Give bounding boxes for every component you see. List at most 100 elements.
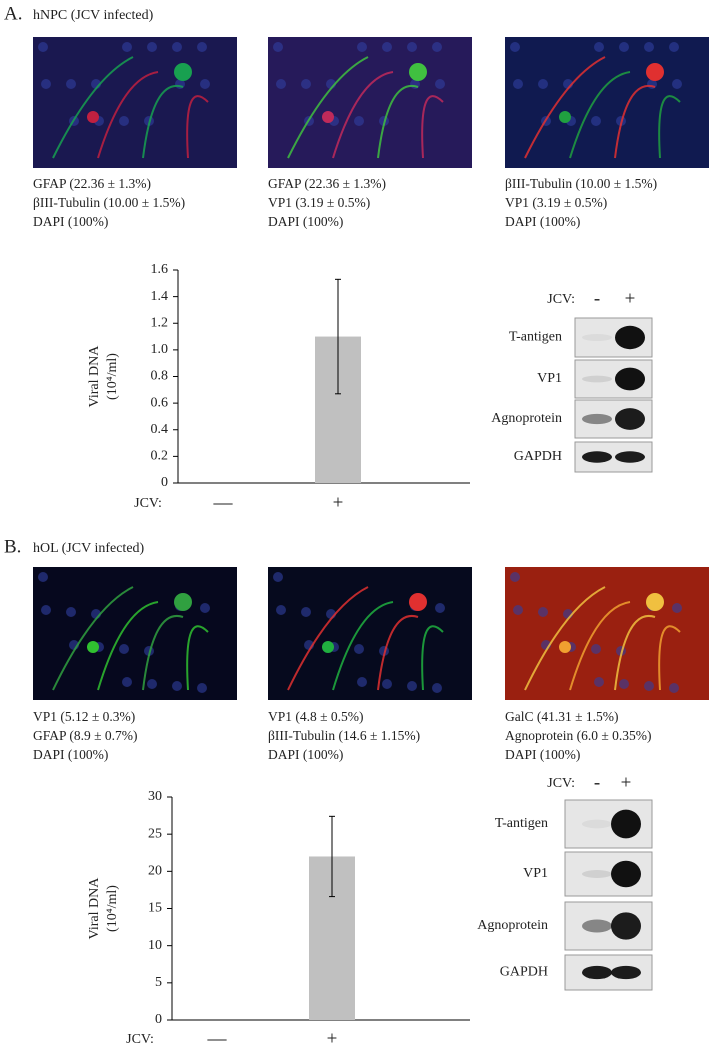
cell-nucleus <box>41 605 51 615</box>
blot-header: JCV: <box>547 776 575 791</box>
cell-nucleus <box>669 683 679 693</box>
caption: GFAP (8.9 ± 0.7%) <box>33 728 138 743</box>
stained-cell <box>322 641 334 653</box>
cell-process <box>52 586 134 691</box>
cell-process <box>614 84 656 159</box>
cell-process <box>524 56 606 159</box>
micrograph <box>505 567 709 700</box>
cell-process <box>97 601 159 691</box>
caption: DAPI (100%) <box>268 747 343 762</box>
lane-label: - <box>594 288 600 309</box>
cell-process <box>287 586 369 691</box>
cell-process <box>186 95 209 159</box>
stained-cell <box>322 111 334 123</box>
micrograph <box>33 567 237 700</box>
y-tick-label: 0.6 <box>151 395 169 410</box>
stained-cell <box>174 63 192 81</box>
caption: DAPI (100%) <box>505 214 580 229</box>
cell-nucleus <box>435 603 445 613</box>
caption: βIII-Tubulin (10.00 ± 1.5%) <box>33 195 185 210</box>
y-tick-label: 0.4 <box>151 422 169 437</box>
cell-nucleus <box>301 79 311 89</box>
blot-row-label: GAPDH <box>514 449 562 464</box>
stained-cell <box>646 593 664 611</box>
caption: DAPI (100%) <box>505 747 580 762</box>
cell-nucleus <box>147 42 157 52</box>
cell-process <box>332 71 394 159</box>
y-tick-label: 1.4 <box>151 289 169 304</box>
cell-process <box>524 586 606 691</box>
blot-row-label: Agnoprotein <box>477 918 548 933</box>
caption: VP1 (3.19 ± 0.5%) <box>505 195 607 210</box>
cell-nucleus <box>432 42 442 52</box>
stained-cell <box>87 641 99 653</box>
caption: VP1 (5.12 ± 0.3%) <box>33 709 135 724</box>
blot-band <box>582 451 612 463</box>
cell-nucleus <box>407 42 417 52</box>
x-axis-label: JCV: <box>126 1032 154 1047</box>
y-axis-label: Viral DNA <box>87 877 102 940</box>
x-tick-label: — <box>213 492 234 513</box>
y-axis-label: (10⁴/ml) <box>105 885 120 932</box>
cell-process <box>332 601 394 691</box>
stained-cell <box>409 63 427 81</box>
blot-band <box>582 919 612 933</box>
y-tick-label: 0.2 <box>151 449 169 464</box>
cell-nucleus <box>354 116 364 126</box>
cell-nucleus <box>273 572 283 582</box>
blot-band <box>611 965 641 980</box>
cell-nucleus <box>407 681 417 691</box>
cell-nucleus <box>510 572 520 582</box>
caption: βIII-Tubulin (14.6 ± 1.15%) <box>268 728 420 743</box>
x-axis-label: JCV: <box>134 496 162 511</box>
cell-process <box>421 625 444 691</box>
blot-band <box>582 413 612 425</box>
cell-nucleus <box>619 42 629 52</box>
caption: GalC (41.31 ± 1.5%) <box>505 709 619 724</box>
caption: βIII-Tubulin (10.00 ± 1.5%) <box>505 176 657 191</box>
cell-nucleus <box>119 116 129 126</box>
cell-nucleus <box>513 605 523 615</box>
cell-nucleus <box>119 644 129 654</box>
lane-label: + <box>625 288 636 309</box>
y-tick-label: 5 <box>155 975 162 990</box>
cell-process <box>186 625 209 691</box>
cell-process <box>377 614 419 691</box>
blot-row-label: Agnoprotein <box>491 411 562 426</box>
blot-band <box>615 408 645 430</box>
y-axis-label: (10⁴/ml) <box>105 353 120 400</box>
cell-nucleus <box>669 42 679 52</box>
cell-process <box>614 614 656 691</box>
micrograph <box>505 37 709 168</box>
blot-row-label: T-antigen <box>495 816 548 831</box>
cell-nucleus <box>276 79 286 89</box>
stained-cell <box>559 111 571 123</box>
cell-nucleus <box>38 572 48 582</box>
cell-nucleus <box>594 42 604 52</box>
blot-band <box>615 367 645 391</box>
cell-nucleus <box>122 42 132 52</box>
micrograph <box>268 37 472 168</box>
panel-title: hNPC (JCV infected) <box>33 8 154 23</box>
y-tick-label: 30 <box>148 789 162 804</box>
cell-nucleus <box>197 683 207 693</box>
blot-band <box>582 965 612 980</box>
x-tick-label: + <box>327 1028 338 1049</box>
stained-cell <box>646 63 664 81</box>
cell-nucleus <box>147 679 157 689</box>
stained-cell <box>174 593 192 611</box>
blot-band <box>611 860 641 888</box>
blot-band <box>582 819 612 829</box>
y-tick-label: 10 <box>148 938 162 953</box>
micrograph <box>268 567 472 700</box>
blot-header: JCV: <box>547 292 575 307</box>
cell-nucleus <box>538 79 548 89</box>
blot-band <box>582 375 612 383</box>
cell-process <box>569 601 631 691</box>
blot-band <box>615 451 645 463</box>
cell-nucleus <box>197 42 207 52</box>
blot-band <box>582 870 612 878</box>
panel-label: A. <box>4 3 22 24</box>
cell-nucleus <box>591 644 601 654</box>
panel-label: B. <box>4 536 21 557</box>
